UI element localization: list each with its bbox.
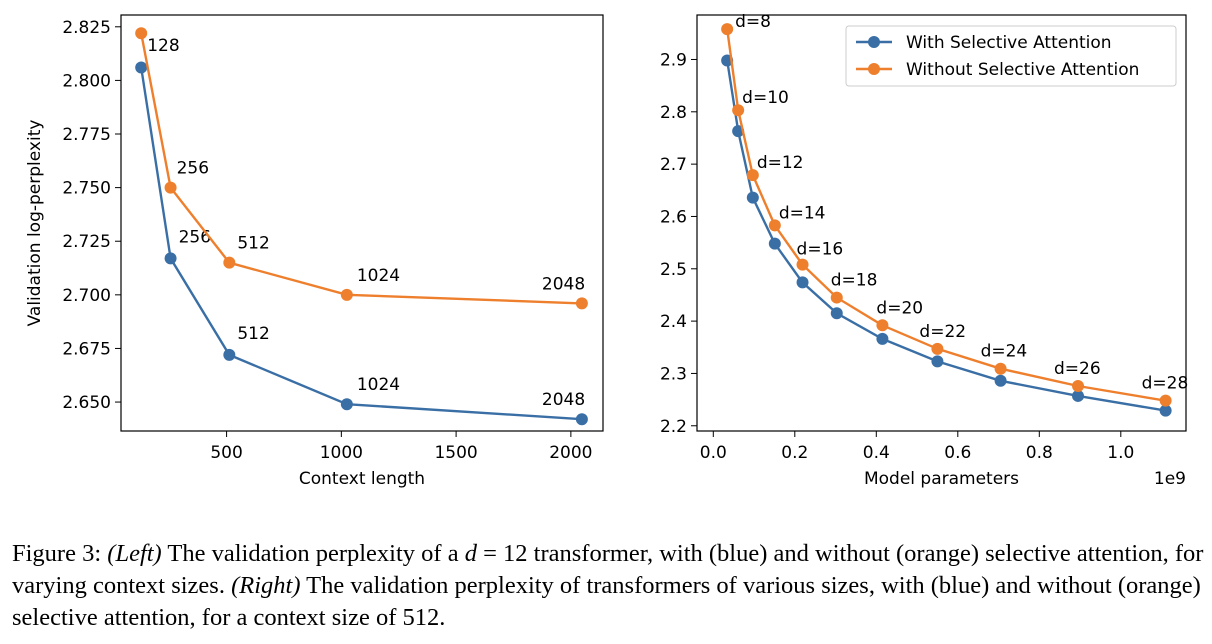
y-tick-label: 2.775 [62, 125, 111, 145]
data-point-without [746, 169, 759, 182]
data-point-without [796, 258, 809, 271]
data-label: d=12 [757, 153, 804, 173]
caption-right-tag: (Right) [231, 572, 301, 599]
right-chart: 0.0 0.2 0.4 0.6 0.8 1.0 2.2 2.3 2.4 2.5 2.6 2.7 2.8 2… [660, 12, 1188, 489]
data-point-without [340, 288, 353, 301]
x-tick-label: 1.0 [1107, 443, 1134, 463]
y-tick-label: 2.3 [660, 364, 687, 384]
y-tick-label: 2.5 [660, 260, 687, 280]
data-label: 2048 [542, 274, 585, 294]
data-point-with [340, 398, 353, 411]
y-tick-label: 2.650 [62, 393, 111, 413]
y-tick-label: 2.4 [660, 312, 687, 332]
data-point-with [746, 191, 759, 204]
x-tick-label: 0.4 [863, 443, 890, 463]
data-point-without [1159, 394, 1172, 407]
data-label: d=20 [876, 298, 923, 318]
figure-caption: Figure 3: (Left) The validation perplexi… [12, 538, 1204, 634]
data-label: 512 [237, 234, 269, 254]
data-point-without [575, 297, 588, 310]
data-point-without [732, 104, 745, 117]
caption-left-tag: (Left) [107, 540, 162, 567]
data-point-without [1072, 379, 1085, 392]
data-label: 1024 [357, 375, 400, 395]
data-label: d=24 [981, 342, 1028, 362]
data-point-without [721, 23, 734, 36]
y-tick-label: 2.825 [62, 18, 111, 38]
data-point-with [768, 237, 781, 250]
data-point-with [931, 355, 944, 368]
figure-3: 500 1000 1500 2000 2.650 2.675 2.700 2.725 2.750… [25, 12, 1188, 489]
legend-box [845, 25, 1177, 87]
y-tick-label: 2.8 [660, 103, 687, 123]
y-tick-label: 2.800 [62, 71, 111, 91]
legend-marker [868, 36, 880, 48]
data-point-without [931, 342, 944, 355]
plot-frame [696, 14, 1187, 432]
data-point-without [164, 181, 177, 194]
data-label: 512 [237, 324, 269, 344]
x-tick-label: 2000 [549, 443, 592, 463]
data-point-with [223, 348, 236, 361]
data-label: d=26 [1054, 359, 1101, 379]
data-point-with [1072, 389, 1085, 402]
data-point-without [223, 256, 236, 269]
y-tick-label: 2.675 [62, 339, 111, 359]
data-label: d=28 [1142, 374, 1189, 394]
data-label: d=8 [735, 12, 771, 32]
data-point-with [164, 252, 177, 265]
caption-text-1b: transformer, with (blue) and without (or… [12, 540, 1204, 599]
data-label: 128 [147, 36, 179, 56]
data-label: d=16 [797, 240, 844, 260]
data-label: d=10 [742, 88, 789, 108]
y-tick-label: 2.7 [660, 155, 687, 175]
data-label: 256 [177, 159, 209, 179]
caption-prefix: Figure 3: [12, 540, 108, 567]
data-point-without [994, 362, 1007, 375]
x-tick-label: 1500 [434, 443, 477, 463]
y-tick-label: 2.750 [62, 179, 111, 199]
y-axis-label: Validation log-perplexity [25, 120, 45, 327]
y-tick-label: 2.700 [62, 286, 111, 306]
legend-marker [868, 63, 880, 75]
data-point-without [876, 319, 889, 332]
data-label: d=22 [919, 322, 966, 342]
caption-math-eq: = 12 [476, 540, 528, 567]
data-point-without [768, 219, 781, 232]
legend-label: With Selective Attention [906, 33, 1112, 53]
y-tick-label: 2.6 [660, 207, 687, 227]
data-label: d=14 [779, 203, 826, 223]
left-chart: 500 1000 1500 2000 2.650 2.675 2.700 2.725 2.750… [25, 14, 604, 489]
x-tick-label: 0.0 [700, 443, 727, 463]
y-tick-label: 2.2 [660, 417, 687, 437]
x-tick-label: 0.8 [1026, 443, 1053, 463]
x-axis-label: Model parameters [864, 469, 1019, 489]
data-point-without [135, 27, 148, 40]
data-point-with [135, 61, 148, 74]
caption-text-1a: The validation perplexity of a [161, 540, 465, 567]
data-point-with [830, 307, 843, 320]
x-tick-label: 1000 [320, 443, 363, 463]
data-label: 256 [179, 227, 211, 247]
x-offset-label: 1e9 [1154, 469, 1186, 489]
x-tick-label: 0.2 [781, 443, 808, 463]
data-point-without [830, 291, 843, 304]
data-point-with [876, 332, 889, 345]
data-label: 2048 [542, 390, 585, 410]
data-point-with [1159, 404, 1172, 417]
data-point-with [575, 413, 588, 426]
y-tick-label: 2.725 [62, 232, 111, 252]
y-tick-label: 2.9 [660, 50, 687, 70]
x-tick-label: 0.6 [944, 443, 971, 463]
plot-frame [120, 14, 604, 432]
data-point-with [796, 276, 809, 289]
data-label: 1024 [357, 266, 400, 286]
caption-math-var: d [464, 540, 477, 567]
caption-text-2: The validation perplexity of transformer… [12, 572, 1201, 631]
legend-label: Without Selective Attention [906, 60, 1139, 80]
x-tick-label: 500 [210, 443, 242, 463]
data-label: d=18 [831, 271, 878, 291]
x-axis-label: Context length [299, 469, 425, 489]
data-point-with [994, 374, 1007, 387]
